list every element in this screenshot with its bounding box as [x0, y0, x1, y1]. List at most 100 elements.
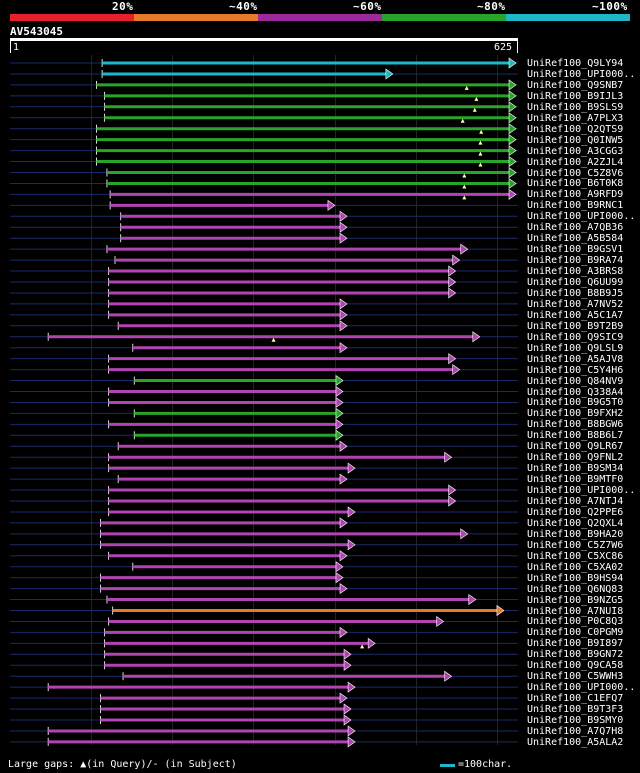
hit-label[interactable]: UniRef100_Q6UU99	[527, 277, 624, 288]
hit-label[interactable]: UniRef100_A7PLX3	[527, 112, 624, 124]
query-gap-marker	[478, 140, 483, 145]
legend-label: ~40%	[229, 0, 258, 13]
grid-line	[91, 55, 92, 745]
hit-label[interactable]: UniRef100_B9IJL3	[527, 90, 624, 102]
hit-label[interactable]: UniRef100_B9G5T0	[527, 397, 624, 409]
hit-arrow	[339, 309, 348, 321]
hit-arrow	[339, 320, 348, 332]
hit-label[interactable]: UniRef100_Q9CA58	[527, 660, 624, 672]
query-gap-marker	[462, 173, 467, 178]
hit-label[interactable]: UniRef100_UPI000..	[527, 485, 636, 497]
hit-label[interactable]: UniRef100_P0C8Q3	[527, 616, 624, 628]
hit-label[interactable]: UniRef100_Q6NQ83	[527, 583, 624, 595]
hit-arrow	[347, 681, 356, 693]
hit-arrow	[444, 451, 453, 463]
hit-label[interactable]: UniRef100_C1EFQ7	[527, 693, 624, 705]
hit-label[interactable]: UniRef100_B9MTF0	[527, 474, 624, 486]
hit-label[interactable]: UniRef100_Q9SNB7	[527, 79, 624, 91]
hit-arrow	[339, 440, 348, 452]
hit-label[interactable]: UniRef100_Q2PPE6	[527, 506, 624, 518]
hit-arrow	[452, 254, 461, 266]
legend-color-segment	[10, 14, 134, 21]
hit-label[interactable]: UniRef100_Q9SIC9	[527, 331, 624, 343]
hit-label[interactable]: UniRef100_B9FXH2	[527, 408, 624, 420]
hit-label[interactable]: UniRef100_B8BGW6	[527, 419, 624, 431]
hit-label[interactable]: UniRef100_Q9LY94	[527, 58, 624, 69]
hit-arrow	[347, 539, 356, 551]
hit-arrow	[508, 112, 517, 124]
hit-label[interactable]: UniRef100_B9HA20	[527, 528, 624, 540]
hit-label[interactable]: UniRef100_A9RFD9	[527, 189, 624, 201]
hit-arrow	[335, 561, 344, 573]
hit-label[interactable]: UniRef100_UPI000..	[527, 211, 636, 223]
hit-label[interactable]: UniRef100_Q9FNL2	[527, 452, 624, 464]
hit-label[interactable]: UniRef100_A5AJV8	[527, 353, 624, 365]
hit-label[interactable]: UniRef100_Q2QXL4	[527, 517, 624, 529]
legend-color-segment	[134, 14, 258, 21]
hit-label[interactable]: UniRef100_Q9LSL9	[527, 342, 624, 354]
query-gap-marker	[478, 162, 483, 167]
hit-arrow	[339, 473, 348, 485]
legend-color-segment	[382, 14, 506, 21]
hit-label[interactable]: UniRef100_B8B9J5	[527, 287, 624, 299]
hit-label[interactable]: UniRef100_B8B6L7	[527, 430, 624, 442]
hit-arrow	[339, 221, 348, 233]
legend-color-segment	[506, 14, 630, 21]
hit-label[interactable]: UniRef100_C5Y4H6	[527, 364, 624, 376]
hit-arrow	[472, 331, 481, 343]
hit-arrow	[508, 155, 517, 168]
hit-label[interactable]: UniRef100_B9GN72	[527, 649, 624, 661]
hit-arrow	[385, 68, 394, 80]
hit-label[interactable]: UniRef100_Q9LR67	[527, 441, 624, 453]
grid-line	[172, 55, 173, 745]
hit-label[interactable]: UniRef100_B9RA74	[527, 255, 624, 267]
hit-label[interactable]: UniRef100_A5ALA2	[527, 736, 624, 748]
hit-label[interactable]: UniRef100_B9GSV1	[527, 244, 624, 256]
hit-label[interactable]: UniRef100_C5XA02	[527, 561, 624, 573]
hit-label[interactable]: UniRef100_B9NZG5	[527, 594, 624, 606]
hit-label[interactable]: UniRef100_C0PGM9	[527, 627, 624, 639]
query-gap-marker	[360, 644, 365, 649]
hit-label[interactable]: UniRef100_Q338A4	[527, 386, 624, 398]
hit-label[interactable]: UniRef100_A7NV52	[527, 298, 624, 310]
hit-label[interactable]: UniRef100_B9T3F3	[527, 704, 624, 716]
hit-label[interactable]: UniRef100_A3BRS8	[527, 266, 624, 278]
hit-label[interactable]: UniRef100_A7QB36	[527, 222, 624, 234]
hit-arrow	[508, 101, 517, 113]
hit-label[interactable]: UniRef100_B9SMY0	[527, 715, 624, 726]
hit-label[interactable]: UniRef100_B9SLS9	[527, 101, 624, 113]
grid-line	[335, 55, 336, 745]
hit-label[interactable]: UniRef100_B6T0K8	[527, 178, 624, 190]
hit-label[interactable]: UniRef100_C5Z7W6	[527, 539, 624, 551]
hit-label[interactable]: UniRef100_B9T2B9	[527, 320, 624, 332]
hit-label[interactable]: UniRef100_UPI000..	[527, 68, 636, 80]
hit-label[interactable]: UniRef100_A7NUI8	[527, 605, 624, 617]
hit-arrow	[508, 188, 517, 200]
hit-arrow	[508, 79, 517, 91]
hit-label[interactable]: UniRef100_B9RNC1	[527, 200, 624, 212]
hit-label[interactable]: UniRef100_C5Z8V6	[527, 167, 624, 179]
grid-line	[497, 55, 498, 745]
hit-label[interactable]: UniRef100_Q0INW5	[527, 134, 624, 146]
hit-label[interactable]: UniRef100_C5XC86	[527, 550, 624, 562]
hit-label[interactable]: UniRef100_A5C1A7	[527, 309, 624, 321]
hit-arrow	[335, 396, 344, 409]
hit-label[interactable]: UniRef100_A7NTJ4	[527, 496, 624, 507]
hit-label[interactable]: UniRef100_UPI000..	[527, 682, 636, 694]
hit-label[interactable]: UniRef100_Q84NV9	[527, 375, 624, 387]
hit-label[interactable]: UniRef100_A7Q7H8	[527, 725, 624, 737]
hit-arrow	[339, 210, 348, 222]
hit-label[interactable]: UniRef100_A2ZJL4	[527, 156, 624, 168]
query-gap-marker	[472, 107, 477, 112]
hit-label[interactable]: UniRef100_Q2QTS9	[527, 123, 624, 135]
hit-arrow	[347, 736, 356, 748]
ruler-end-label: 625	[494, 42, 513, 53]
hit-label[interactable]: UniRef100_A3CGG3	[527, 145, 624, 157]
hit-label[interactable]: UniRef100_B9SM34	[527, 463, 624, 475]
hit-label[interactable]: UniRef100_B9HS94	[527, 572, 624, 584]
hit-label[interactable]: UniRef100_B9I897	[527, 638, 624, 650]
scale-bar	[440, 764, 455, 767]
hit-label[interactable]: UniRef100_C5WWH3	[527, 671, 624, 683]
hit-label[interactable]: UniRef100_A5B584	[527, 233, 624, 245]
